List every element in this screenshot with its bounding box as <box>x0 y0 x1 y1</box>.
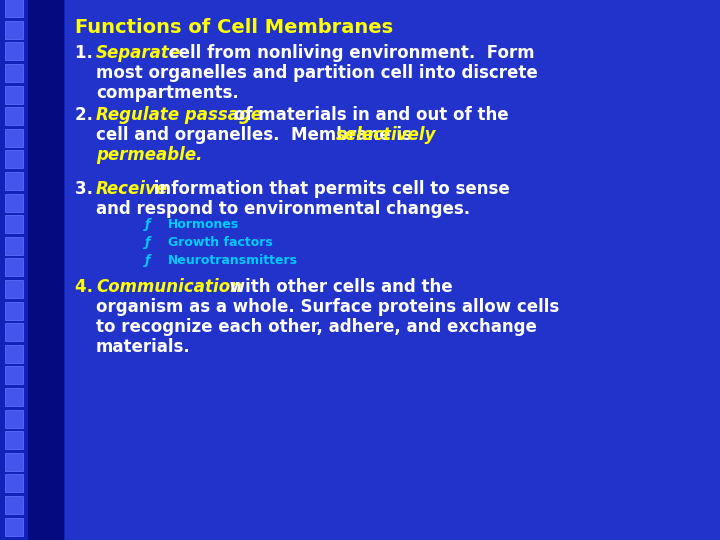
Text: compartments.: compartments. <box>96 84 239 102</box>
Text: Growth factors: Growth factors <box>168 236 273 249</box>
FancyBboxPatch shape <box>5 410 23 428</box>
FancyBboxPatch shape <box>5 475 23 492</box>
FancyBboxPatch shape <box>5 21 23 39</box>
Text: cell and organelles.  Membrane is: cell and organelles. Membrane is <box>96 126 418 144</box>
FancyBboxPatch shape <box>5 0 23 17</box>
FancyBboxPatch shape <box>5 194 23 212</box>
FancyBboxPatch shape <box>5 367 23 384</box>
Text: ƒ: ƒ <box>145 218 150 231</box>
FancyBboxPatch shape <box>5 453 23 471</box>
FancyBboxPatch shape <box>5 237 23 255</box>
Text: ƒ: ƒ <box>145 236 150 249</box>
FancyBboxPatch shape <box>28 0 64 540</box>
FancyBboxPatch shape <box>5 302 23 320</box>
FancyBboxPatch shape <box>5 323 23 341</box>
Text: most organelles and partition cell into discrete: most organelles and partition cell into … <box>96 64 538 82</box>
FancyBboxPatch shape <box>5 259 23 276</box>
Text: with other cells and the: with other cells and the <box>224 278 453 296</box>
Text: materials.: materials. <box>96 338 191 356</box>
FancyBboxPatch shape <box>5 215 23 233</box>
FancyBboxPatch shape <box>5 280 23 298</box>
Text: Neurotransmitters: Neurotransmitters <box>168 254 298 267</box>
Text: to recognize each other, adhere, and exchange: to recognize each other, adhere, and exc… <box>96 318 537 336</box>
FancyBboxPatch shape <box>5 345 23 363</box>
Text: 3.: 3. <box>75 180 99 198</box>
Text: Functions of Cell Membranes: Functions of Cell Membranes <box>75 18 393 37</box>
Text: Receive: Receive <box>96 180 168 198</box>
FancyBboxPatch shape <box>0 0 65 540</box>
Text: 4.: 4. <box>75 278 99 296</box>
FancyBboxPatch shape <box>5 496 23 514</box>
FancyBboxPatch shape <box>5 518 23 536</box>
Text: cell from nonliving environment.  Form: cell from nonliving environment. Form <box>163 44 535 62</box>
FancyBboxPatch shape <box>5 86 23 104</box>
Text: 2.: 2. <box>75 106 99 124</box>
FancyBboxPatch shape <box>5 431 23 449</box>
FancyBboxPatch shape <box>5 129 23 147</box>
Text: information that permits cell to sense: information that permits cell to sense <box>148 180 510 198</box>
FancyBboxPatch shape <box>5 107 23 125</box>
Text: selectively: selectively <box>336 126 436 144</box>
Text: ƒ: ƒ <box>145 254 150 267</box>
Text: Hormones: Hormones <box>168 218 239 231</box>
Text: 1.: 1. <box>75 44 99 62</box>
Text: Separate: Separate <box>96 44 181 62</box>
Text: Communication: Communication <box>96 278 242 296</box>
FancyBboxPatch shape <box>5 388 23 406</box>
FancyBboxPatch shape <box>5 151 23 168</box>
FancyBboxPatch shape <box>5 64 23 82</box>
FancyBboxPatch shape <box>5 43 23 60</box>
Text: and respond to environmental changes.: and respond to environmental changes. <box>96 200 470 218</box>
FancyBboxPatch shape <box>5 172 23 190</box>
Text: organism as a whole. Surface proteins allow cells: organism as a whole. Surface proteins al… <box>96 298 559 316</box>
Text: Regulate passage: Regulate passage <box>96 106 262 124</box>
Text: permeable.: permeable. <box>96 146 202 164</box>
Text: of materials in and out of the: of materials in and out of the <box>228 106 508 124</box>
